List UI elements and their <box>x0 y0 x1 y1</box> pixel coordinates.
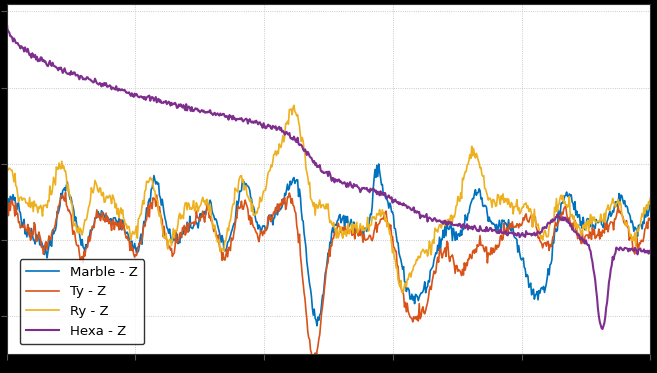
Hexa - Z <box>583 242 591 246</box>
Ty - Z <box>185 221 193 226</box>
Marble - Z <box>184 228 192 233</box>
Ty - Z <box>207 219 215 223</box>
Ry - Z <box>3 164 11 169</box>
Ty - Z <box>62 190 70 195</box>
Hexa - Z <box>599 327 606 331</box>
Hexa - Z <box>206 108 214 112</box>
Ty - Z <box>427 287 435 292</box>
Ry - Z <box>505 203 513 207</box>
Marble - Z <box>160 211 168 215</box>
Marble - Z <box>374 162 382 166</box>
Ty - Z <box>3 208 11 213</box>
Marble - Z <box>206 198 214 203</box>
Marble - Z <box>505 226 513 230</box>
Ry - Z <box>585 229 593 234</box>
Line: Marble - Z: Marble - Z <box>7 164 650 326</box>
Ry - Z <box>206 202 214 206</box>
Ty - Z <box>505 222 513 226</box>
Hexa - Z <box>184 104 192 109</box>
Marble - Z <box>585 217 593 222</box>
Hexa - Z <box>426 215 434 220</box>
Hexa - Z <box>646 250 654 254</box>
Ty - Z <box>646 216 654 220</box>
Hexa - Z <box>160 100 168 104</box>
Ty - Z <box>161 235 169 240</box>
Ty - Z <box>312 363 320 368</box>
Marble - Z <box>3 207 11 211</box>
Marble - Z <box>427 267 435 272</box>
Ry - Z <box>399 290 407 295</box>
Line: Ry - Z: Ry - Z <box>7 106 650 292</box>
Ry - Z <box>427 253 435 257</box>
Hexa - Z <box>3 18 11 22</box>
Ry - Z <box>160 236 168 240</box>
Ry - Z <box>184 201 192 205</box>
Marble - Z <box>313 323 321 328</box>
Legend: Marble - Z, Ty - Z, Ry - Z, Hexa - Z: Marble - Z, Ty - Z, Ry - Z, Hexa - Z <box>20 259 145 344</box>
Ry - Z <box>646 196 654 200</box>
Ty - Z <box>585 236 593 241</box>
Hexa - Z <box>504 233 512 238</box>
Ry - Z <box>290 103 298 108</box>
Line: Ty - Z: Ty - Z <box>7 192 650 366</box>
Line: Hexa - Z: Hexa - Z <box>7 20 650 329</box>
Marble - Z <box>646 198 654 203</box>
